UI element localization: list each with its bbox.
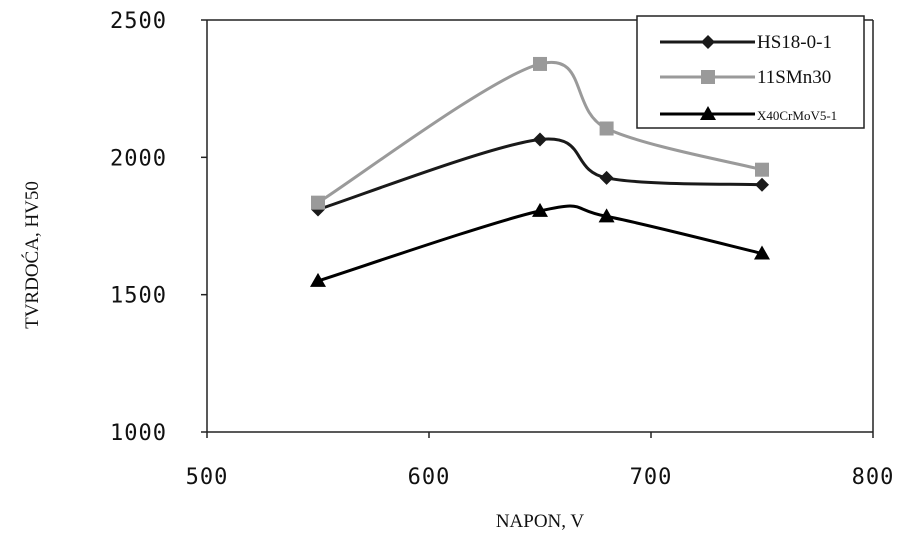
- series-layer: [310, 56, 770, 287]
- data-point: [755, 162, 769, 177]
- series-line: [317, 137, 763, 211]
- series-11smn30: [311, 56, 769, 210]
- y-tick-label: 2000: [110, 146, 167, 171]
- data-point: [599, 121, 614, 136]
- data-point: [532, 202, 548, 217]
- x-tick-label: 700: [630, 465, 673, 490]
- series-line: [317, 204, 763, 283]
- x-ticks: 500 600 700 800: [186, 432, 895, 490]
- y-tick-label: 1000: [110, 421, 167, 446]
- legend: HS18-0-1 11SMn30 X40CrMoV5-1: [636, 15, 865, 129]
- data-point: [754, 245, 770, 260]
- legend-label: HS18-0-1: [757, 32, 832, 53]
- legend-marker: [701, 35, 715, 49]
- legend-marker: [701, 70, 715, 84]
- data-point: [533, 56, 547, 71]
- x-tick-label: 500: [186, 465, 229, 490]
- legend-box: [636, 15, 865, 129]
- series-x40crmov5-1: [310, 202, 770, 287]
- legend-label: 11SMn30: [757, 67, 831, 88]
- legend-label: X40CrMoV5-1: [757, 108, 837, 123]
- series-line: [317, 60, 763, 204]
- data-point: [755, 177, 769, 192]
- x-axis-title: NAPON, V: [496, 511, 585, 532]
- y-axis-title: TVRDOĆA, HV50: [21, 181, 43, 329]
- y-tick-label: 1500: [110, 284, 167, 309]
- x-tick-label: 600: [408, 465, 451, 490]
- data-point: [598, 208, 615, 223]
- x-tick-label: 800: [852, 465, 895, 490]
- legend-marker: [700, 106, 716, 120]
- y-tick-label: 2500: [110, 9, 167, 34]
- data-point: [533, 132, 547, 147]
- data-point: [311, 195, 325, 210]
- data-point: [310, 272, 326, 287]
- y-ticks: 1000 1500 2000 2500: [110, 9, 207, 446]
- data-point: [599, 170, 614, 185]
